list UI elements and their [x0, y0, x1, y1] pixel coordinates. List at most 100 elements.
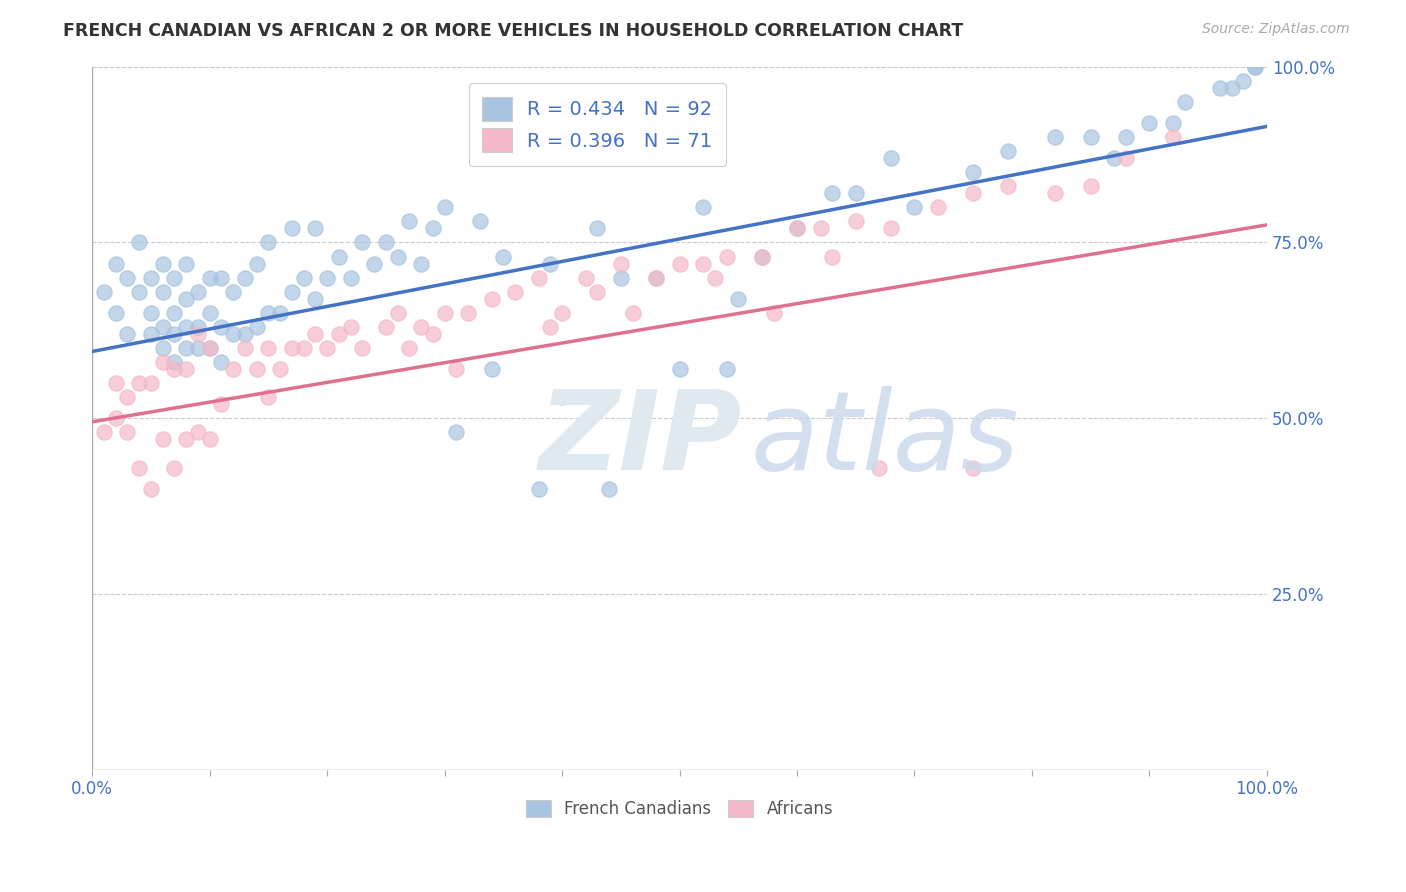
Point: [633, 397, 655, 411]
Point: [1045, 130, 1067, 145]
Point: [363, 256, 385, 270]
Point: [481, 292, 503, 306]
Point: [1174, 95, 1197, 109]
Point: [292, 341, 315, 355]
Point: [152, 433, 174, 447]
Point: [645, 270, 668, 285]
Point: [104, 256, 127, 270]
Point: [551, 390, 574, 404]
Point: [1080, 130, 1102, 145]
Point: [233, 326, 256, 341]
Point: [328, 250, 350, 264]
Point: [387, 306, 409, 320]
Point: [1080, 179, 1102, 194]
Point: [821, 250, 844, 264]
Point: [174, 433, 197, 447]
Point: [1244, 60, 1267, 74]
Point: [304, 292, 326, 306]
Point: [128, 285, 150, 299]
Point: [433, 200, 456, 214]
Point: [93, 425, 115, 440]
Point: [598, 482, 620, 496]
Point: [411, 319, 433, 334]
Point: [668, 362, 690, 376]
Point: [880, 151, 903, 165]
Point: [152, 285, 174, 299]
Point: [93, 285, 115, 299]
Point: [962, 165, 984, 179]
Point: [269, 362, 291, 376]
Point: [174, 256, 197, 270]
Point: [727, 292, 749, 306]
Point: [139, 270, 162, 285]
Point: [174, 341, 197, 355]
Point: [316, 270, 339, 285]
Point: [187, 319, 209, 334]
Point: [374, 235, 396, 250]
Point: [257, 341, 280, 355]
Point: [927, 200, 949, 214]
Point: [352, 341, 374, 355]
Point: [527, 482, 550, 496]
Point: [328, 326, 350, 341]
Point: [422, 326, 444, 341]
Point: [246, 362, 269, 376]
Point: [538, 319, 561, 334]
Point: [104, 411, 127, 425]
Point: [1115, 130, 1137, 145]
Point: [187, 285, 209, 299]
Point: [246, 256, 269, 270]
Point: [446, 425, 468, 440]
Point: [152, 319, 174, 334]
Point: [174, 362, 197, 376]
Point: [117, 425, 139, 440]
Point: [104, 306, 127, 320]
Point: [316, 341, 339, 355]
Point: [174, 319, 197, 334]
Point: [433, 306, 456, 320]
Point: [492, 250, 515, 264]
Point: [1102, 151, 1125, 165]
Point: [703, 270, 725, 285]
Legend: French Canadians, Africans: French Canadians, Africans: [519, 794, 839, 825]
Point: [457, 306, 479, 320]
Point: [586, 221, 609, 235]
Point: [257, 306, 280, 320]
Point: [222, 285, 245, 299]
Point: [527, 270, 550, 285]
Point: [762, 306, 785, 320]
Point: [139, 306, 162, 320]
Point: [398, 341, 420, 355]
Point: [621, 306, 644, 320]
Point: [187, 425, 209, 440]
Point: [198, 341, 221, 355]
Point: [117, 390, 139, 404]
Point: [163, 362, 186, 376]
Point: [503, 285, 526, 299]
Point: [339, 319, 361, 334]
Point: [610, 256, 633, 270]
Point: [117, 326, 139, 341]
Point: [468, 214, 491, 228]
Point: [962, 460, 984, 475]
Point: [174, 292, 197, 306]
Point: [692, 256, 714, 270]
Point: [751, 250, 773, 264]
Point: [339, 270, 361, 285]
Point: [128, 460, 150, 475]
Point: [1244, 60, 1267, 74]
Point: [198, 433, 221, 447]
Point: [233, 270, 256, 285]
Point: [692, 200, 714, 214]
Point: [304, 326, 326, 341]
Point: [1209, 80, 1232, 95]
Point: [1115, 151, 1137, 165]
Point: [551, 306, 574, 320]
Point: [352, 235, 374, 250]
Point: [786, 221, 808, 235]
Point: [281, 341, 304, 355]
Point: [645, 270, 668, 285]
Point: [246, 319, 269, 334]
Point: [668, 256, 690, 270]
Point: [292, 270, 315, 285]
